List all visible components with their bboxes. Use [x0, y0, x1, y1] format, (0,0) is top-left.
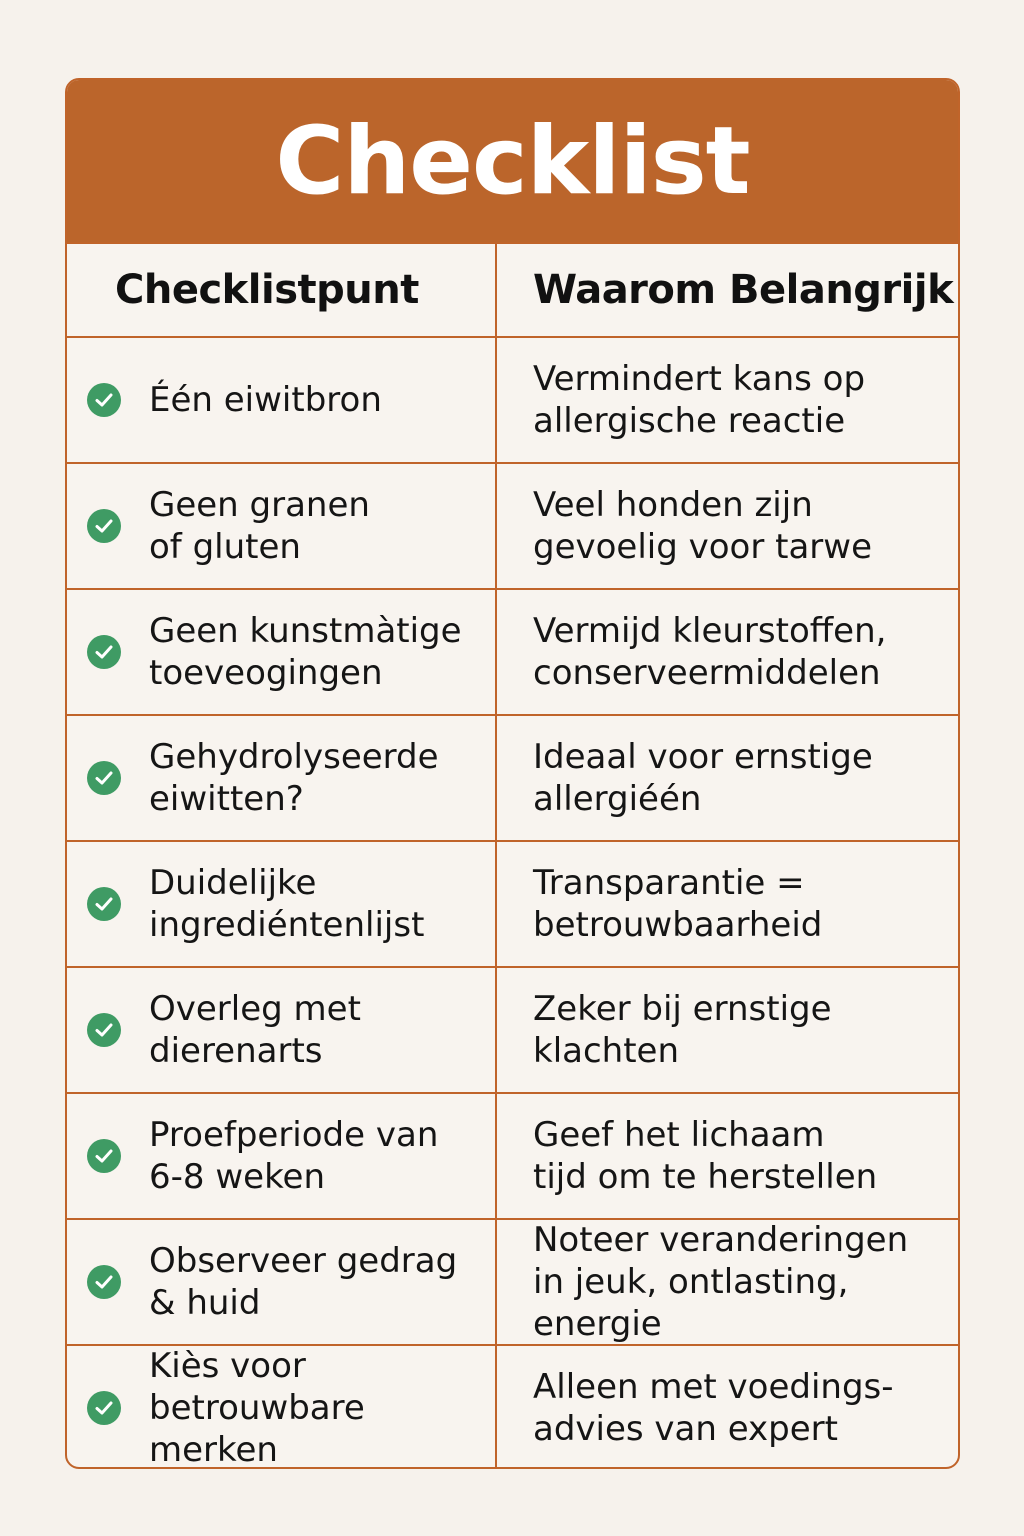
checklist-item-cell: Overleg met dierenarts: [67, 968, 497, 1092]
table-row: Duidelijke ingrediéntenlijst Transparanti…: [67, 840, 958, 966]
reason-cell: Veel honden zijn gevoelig voor tarwe: [497, 464, 958, 588]
checklist-item-text: Proefperiode van 6-8 weken: [149, 1115, 439, 1197]
reason-text: Noteer veranderingen in jeuk, ontlasting…: [533, 1220, 909, 1344]
checklist-item-text: Kiès voor betrouwbare merken: [149, 1346, 365, 1469]
reason-text: Veel honden zijn gevoelig voor tarwe: [533, 485, 873, 567]
checklist-item-cell: Één eiwitbron: [67, 338, 497, 462]
checklist-item-text: Geen granen of gluten: [149, 485, 370, 567]
checklist-item-text: Één eiwitbron: [149, 380, 382, 420]
table-row: Geen kunstmàtige toeveogingen Vermijd kle…: [67, 588, 958, 714]
checklist-item-cell: Geen kunstmàtige toeveogingen: [67, 590, 497, 714]
check-circle-icon: [87, 635, 121, 669]
checklist-card: Checklist Checklistpunt Waarom Belangrij…: [65, 78, 960, 1469]
check-circle-icon: [87, 1391, 121, 1425]
reason-text: Geef het lichaam tijd om te herstellen: [533, 1115, 878, 1197]
checklist-item-text: Geen kunstmàtige toeveogingen: [149, 611, 462, 693]
checklist-item-text: Duidelijke ingrediéntenlijst: [149, 863, 425, 945]
reason-cell: Transparantie = betrouwbaarheid: [497, 842, 958, 966]
table-header: Checklistpunt Waarom Belangrijk: [67, 242, 958, 336]
table-row: Proefperiode van 6-8 weken Geef het licha…: [67, 1092, 958, 1218]
checklist-item-cell: Geen granen of gluten: [67, 464, 497, 588]
checklist-title: Checklist: [67, 80, 958, 242]
check-circle-icon: [87, 761, 121, 795]
reason-cell: Vermijd kleurstoffen, conserveermiddelen: [497, 590, 958, 714]
column-header-item: Checklistpunt: [67, 244, 497, 336]
check-circle-icon: [87, 1265, 121, 1299]
reason-cell: Ideaal voor ernstige allergiéén: [497, 716, 958, 840]
check-circle-icon: [87, 509, 121, 543]
checklist-item-cell: Gehydrolyseerde eiwitten?: [67, 716, 497, 840]
check-circle-icon: [87, 383, 121, 417]
table-row: Geen granen of gluten Veel honden zijn ge…: [67, 462, 958, 588]
checklist-item-cell: Observeer gedrag & huid: [67, 1220, 497, 1344]
checklist-item-text: Gehydrolyseerde eiwitten?: [149, 737, 439, 819]
reason-cell: Vermindert kans op allergische reactie: [497, 338, 958, 462]
table-row: Gehydrolyseerde eiwitten? Ideaal voor ern…: [67, 714, 958, 840]
reason-text: Vermindert kans op allergische reactie: [533, 359, 866, 441]
check-circle-icon: [87, 887, 121, 921]
reason-text: Ideaal voor ernstige allergiéén: [533, 737, 873, 819]
reason-cell: Alleen met voedings- advies van expert: [497, 1346, 958, 1467]
checklist-item-text: Overleg met dierenarts: [149, 989, 361, 1071]
table-row: Overleg met dierenarts Zeker bij ernstige…: [67, 966, 958, 1092]
reason-cell: Zeker bij ernstige klachten: [497, 968, 958, 1092]
table-row: Één eiwitbron Vermindert kans op allergis…: [67, 336, 958, 462]
table-row: Observeer gedrag & huid Noteer veranderin…: [67, 1218, 958, 1344]
reason-cell: Noteer veranderingen in jeuk, ontlasting…: [497, 1220, 958, 1344]
reason-text: Vermijd kleurstoffen, conserveermiddelen: [533, 611, 887, 693]
column-header-reason: Waarom Belangrijk: [533, 267, 954, 313]
check-circle-icon: [87, 1013, 121, 1047]
checklist-item-cell: Duidelijke ingrediéntenlijst: [67, 842, 497, 966]
checklist-item-text: Observeer gedrag & huid: [149, 1241, 458, 1323]
check-circle-icon: [87, 1139, 121, 1173]
reason-text: Alleen met voedings- advies van expert: [533, 1367, 894, 1449]
checklist-item-cell: Proefperiode van 6-8 weken: [67, 1094, 497, 1218]
table-row: Kiès voor betrouwbare merken Alleen met v…: [67, 1344, 958, 1469]
reason-text: Zeker bij ernstige klachten: [533, 989, 832, 1071]
checklist-item-cell: Kiès voor betrouwbare merken: [67, 1346, 497, 1469]
reason-cell: Geef het lichaam tijd om te herstellen: [497, 1094, 958, 1218]
reason-text: Transparantie = betrouwbaarheid: [533, 863, 823, 945]
